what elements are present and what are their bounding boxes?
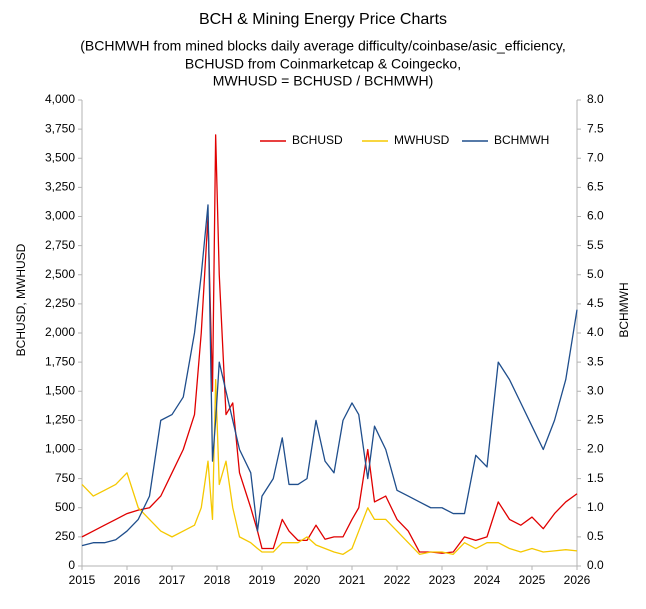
chart-subtitle: BCHUSD from Coinmarketcap & Coingecko, (185, 56, 461, 72)
y-tick-label: 1,750 (45, 354, 75, 368)
x-tick-label: 2026 (564, 573, 591, 587)
y-tick-label: 250 (55, 529, 75, 543)
y-axis-label: BCHUSD, MWHUSD (14, 243, 28, 356)
legend-label: BCHMWH (494, 133, 549, 147)
x-tick-label: 2025 (519, 573, 546, 587)
x-tick-label: 2018 (204, 573, 231, 587)
y2-tick-label: 0.5 (587, 529, 604, 543)
x-tick-label: 2023 (429, 573, 456, 587)
y2-tick-label: 5.0 (587, 267, 604, 281)
y2-tick-label: 8.0 (587, 92, 604, 106)
chart-subtitle: MWHUSD = BCHUSD / BCHMWH) (213, 73, 434, 89)
y2-tick-label: 4.5 (587, 296, 604, 310)
legend-label: BCHUSD (292, 133, 343, 147)
y2-tick-label: 1.0 (587, 500, 604, 514)
y-tick-label: 1,000 (45, 442, 75, 456)
y2-tick-label: 3.5 (587, 354, 604, 368)
y-tick-label: 4,000 (45, 92, 75, 106)
x-tick-label: 2024 (474, 573, 501, 587)
y2-tick-label: 6.0 (587, 209, 604, 223)
y2-tick-label: 2.0 (587, 442, 604, 456)
y2-tick-label: 3.0 (587, 383, 604, 397)
x-tick-label: 2022 (384, 573, 411, 587)
y2-axis-label: BCHMWH (617, 282, 631, 337)
y2-tick-label: 7.0 (587, 150, 604, 164)
legend-label: MWHUSD (394, 133, 450, 147)
series-line (81, 378, 578, 555)
y-tick-label: 500 (55, 500, 75, 514)
y2-tick-label: 0.0 (587, 558, 604, 572)
x-tick-label: 2016 (114, 573, 141, 587)
x-tick-label: 2021 (339, 573, 366, 587)
y2-tick-label: 7.5 (587, 121, 604, 135)
y-tick-label: 2,750 (45, 238, 75, 252)
y-tick-label: 3,500 (45, 150, 75, 164)
y-tick-label: 3,250 (45, 180, 75, 194)
y-tick-label: 2,000 (45, 325, 75, 339)
chart-title: BCH & Mining Energy Price Charts (199, 11, 447, 28)
y-tick-label: 1,250 (45, 413, 75, 427)
y-tick-label: 1,500 (45, 383, 75, 397)
x-tick-label: 2020 (294, 573, 321, 587)
x-tick-label: 2019 (249, 573, 276, 587)
y2-tick-label: 1.5 (587, 471, 604, 485)
y2-tick-label: 2.5 (587, 413, 604, 427)
y2-tick-label: 5.5 (587, 238, 604, 252)
y-tick-label: 3,750 (45, 121, 75, 135)
y-tick-label: 3,000 (45, 209, 75, 223)
y-tick-label: 0 (68, 558, 75, 572)
series-line (81, 134, 578, 554)
x-tick-label: 2015 (69, 573, 96, 587)
chart-subtitle: (BCHMWH from mined blocks daily average … (80, 38, 566, 54)
y-tick-label: 750 (55, 471, 75, 485)
y-tick-label: 2,250 (45, 296, 75, 310)
x-tick-label: 2017 (159, 573, 186, 587)
series-line (81, 204, 578, 547)
y-tick-label: 2,500 (45, 267, 75, 281)
y2-tick-label: 6.5 (587, 180, 604, 194)
y2-tick-label: 4.0 (587, 325, 604, 339)
